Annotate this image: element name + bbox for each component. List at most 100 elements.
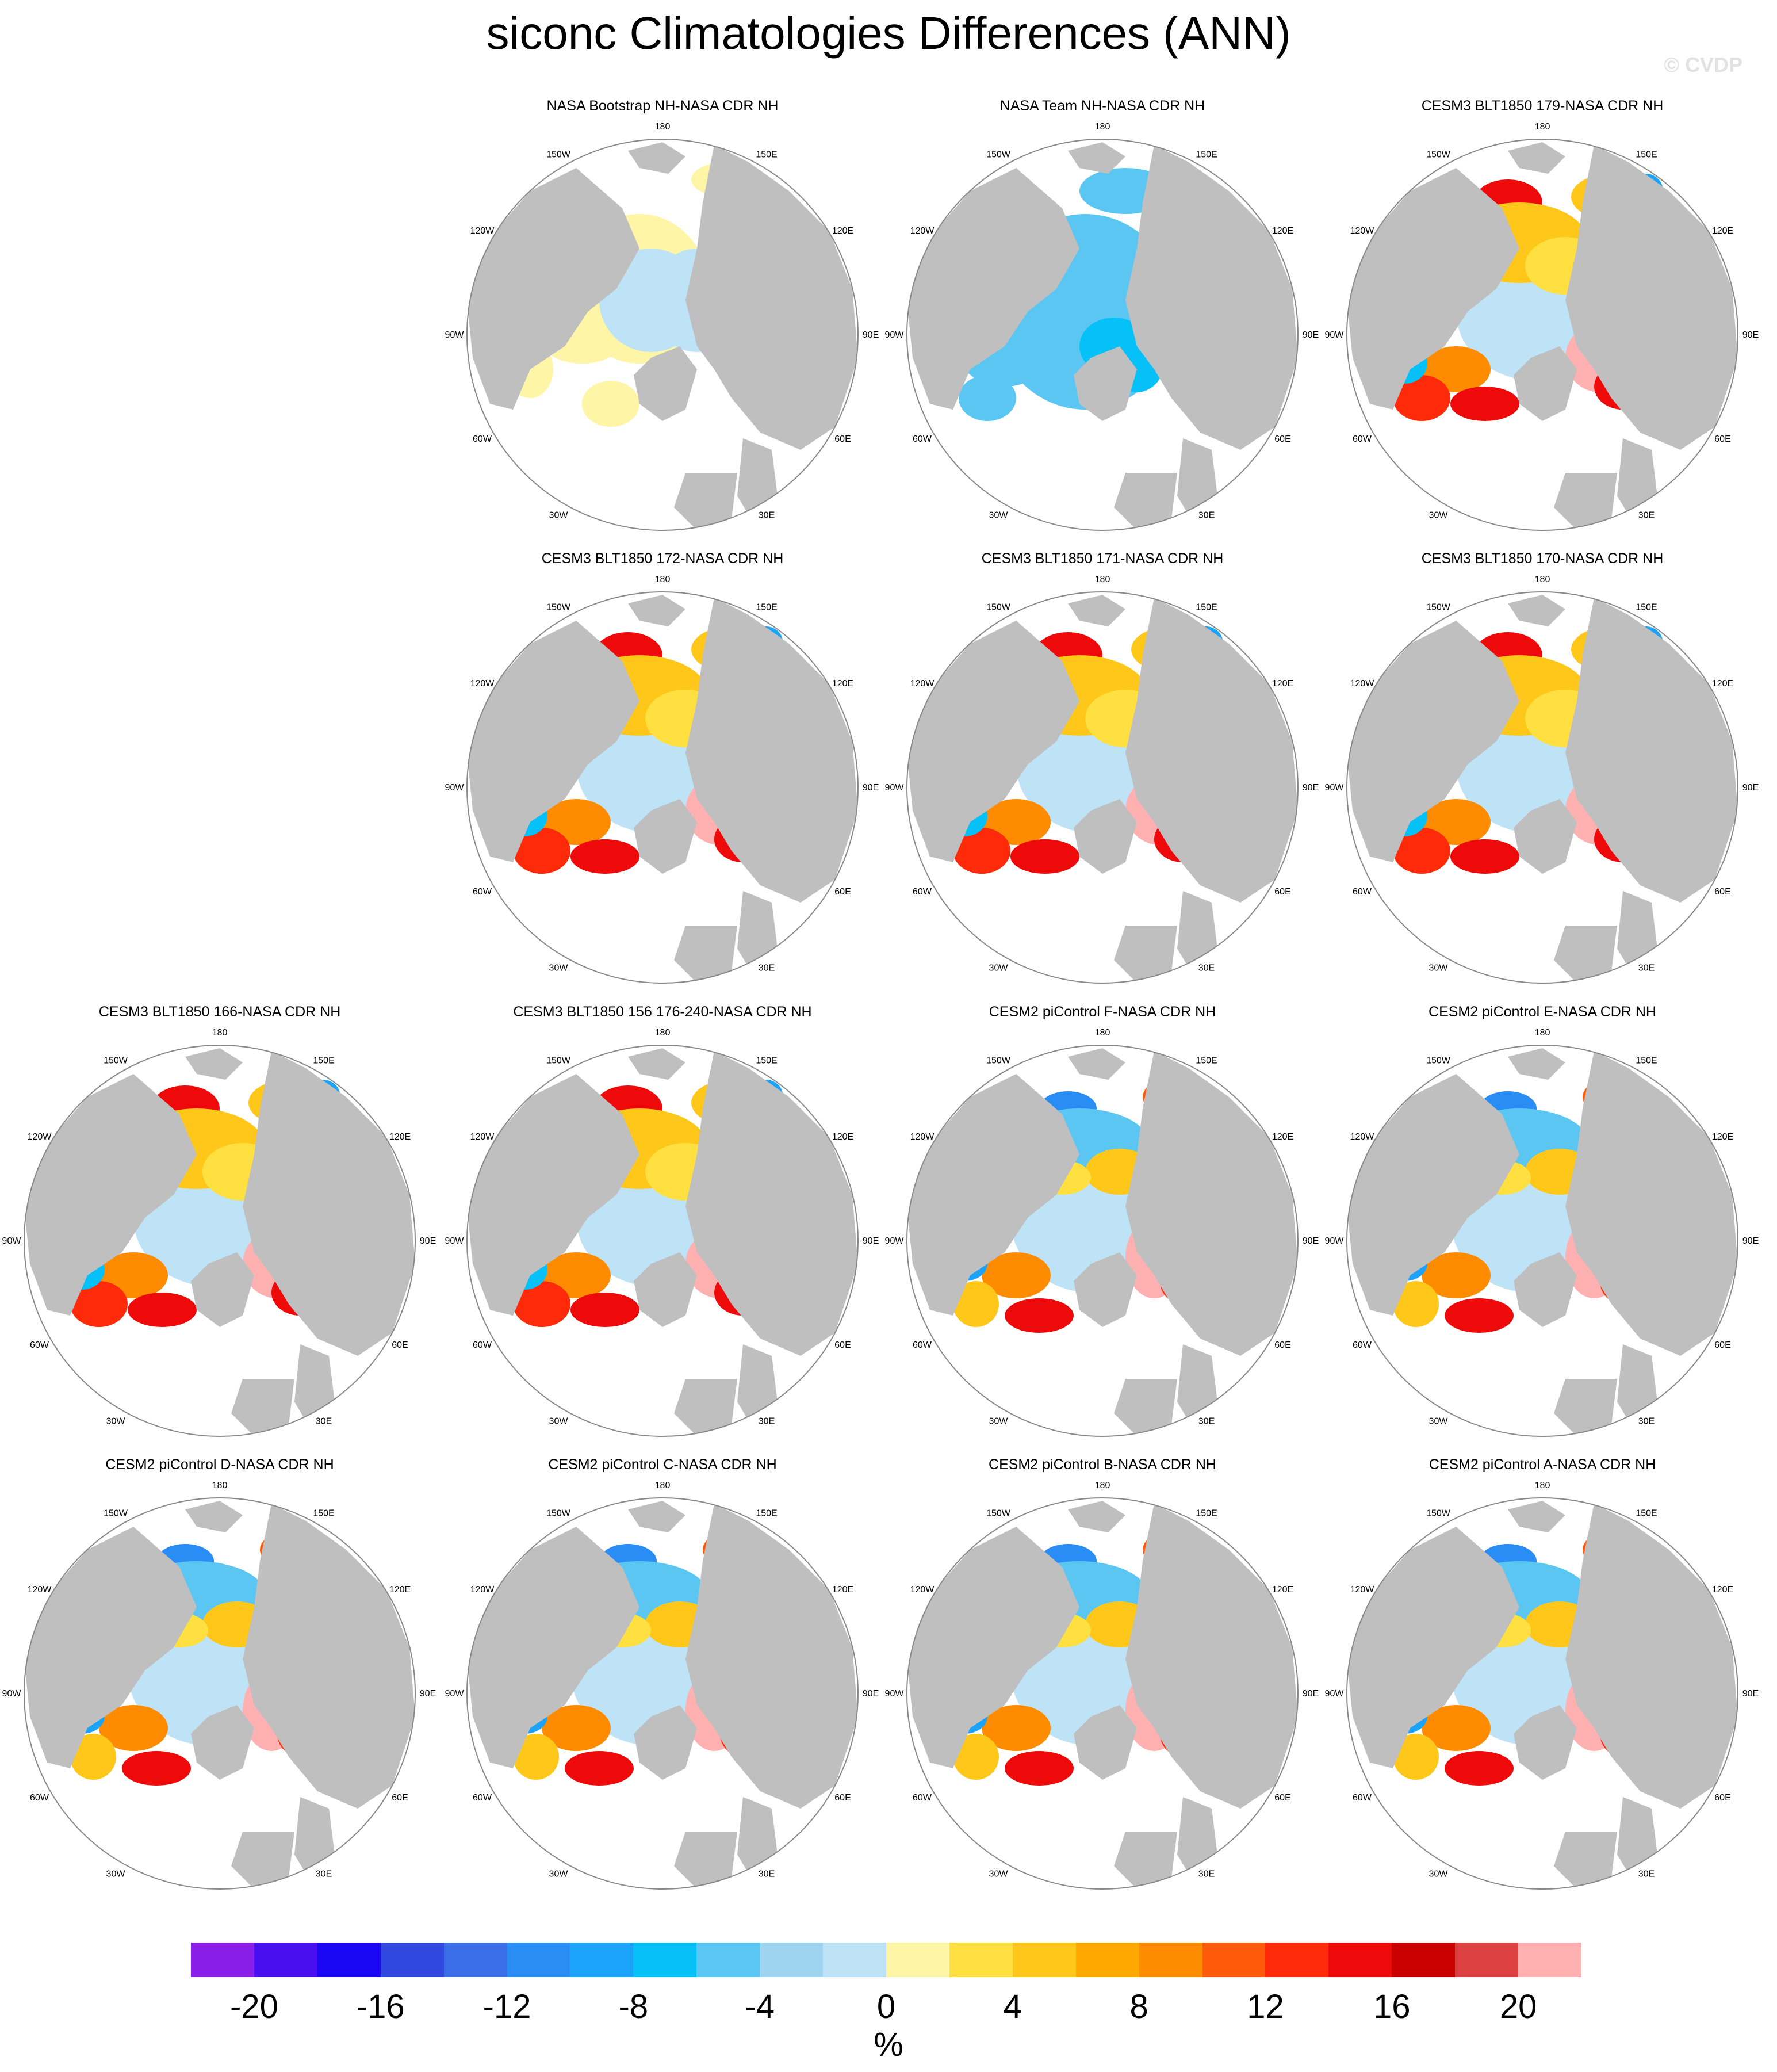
longitude-label: 180 — [1535, 122, 1550, 132]
map-panel: NASA Bootstrap NH-NASA CDR NH 180 150E 120E… — [443, 98, 882, 535]
longitude-label: 150E — [1636, 602, 1657, 612]
land-mask — [685, 598, 858, 903]
panel-title: CESM2 piControl E-NASA CDR NH — [1429, 1004, 1656, 1020]
longitude-label: 30E — [759, 1417, 775, 1427]
longitude-label: 180 — [655, 575, 671, 584]
ice-anomaly-patch — [513, 1281, 570, 1327]
ice-anomaly-patch — [128, 1293, 197, 1327]
longitude-label: 60W — [1353, 1793, 1372, 1803]
land-mask — [907, 621, 1079, 862]
longitude-label: 90W — [1325, 1236, 1345, 1246]
ice-anomaly-patch — [599, 249, 703, 352]
ice-anomaly-patch — [70, 1734, 116, 1780]
land-mask — [1125, 1504, 1298, 1809]
land-mask — [191, 1705, 254, 1780]
longitude-label: 90E — [1742, 330, 1759, 340]
longitude-label: 120E — [1712, 1585, 1733, 1595]
land-mask — [191, 1252, 254, 1327]
ice-anomaly-patch — [959, 375, 1016, 421]
land-mask — [467, 1527, 639, 1768]
map-boundary — [906, 1045, 1299, 1437]
longitude-label: 180 — [1095, 1481, 1110, 1490]
longitude-label: 30E — [1198, 1417, 1215, 1427]
polar-map: 180150E120E90E60E30E030W60W90W120W150W — [1325, 1481, 1759, 1890]
map-panel: CESM3 BLT1850 166-NASA CDR NH 180 150E 120E… — [0, 1004, 439, 1441]
land-mask — [674, 473, 737, 530]
colorbar-swatch — [823, 1943, 886, 1977]
colorbar-swatch — [696, 1943, 760, 1977]
land-mask — [634, 346, 697, 421]
colorbar-swatch — [443, 1943, 507, 1977]
longitude-label: 150E — [756, 1508, 777, 1518]
longitude-label: 150E — [1636, 1056, 1657, 1065]
panel-title: CESM3 BLT1850 172-NASA CDR NH — [541, 551, 784, 567]
longitude-label: 60W — [473, 434, 492, 444]
longitude-label: 120W — [910, 679, 935, 689]
longitude-label: 180 — [212, 1028, 228, 1038]
map-boundary — [1346, 591, 1738, 984]
longitude-label: 180 — [655, 1481, 671, 1490]
land-mask — [24, 1527, 197, 1768]
ice-anomaly-patch — [122, 1751, 191, 1786]
longitude-label: 30E — [1638, 511, 1655, 521]
longitude-label: 150E — [313, 1056, 334, 1065]
colorbar-swatch — [633, 1943, 697, 1977]
land-mask — [1554, 926, 1617, 983]
panel-title: CESM3 BLT1850 171-NASA CDR NH — [981, 551, 1224, 567]
longitude-label: 180 — [655, 122, 671, 132]
panel-title: CESM3 BLT1850 166-NASA CDR NH — [98, 1004, 341, 1020]
land-mask — [1508, 142, 1565, 174]
land-mask — [1074, 1705, 1137, 1780]
longitude-label: 90W — [885, 783, 905, 793]
land-mask — [1114, 1379, 1177, 1436]
map-panel: CESM2 piControl D-NASA CDR NH 180 150E 120E… — [0, 1456, 439, 1894]
longitude-label: 30W — [549, 511, 569, 521]
ice-anomaly-patch — [982, 1252, 1051, 1298]
longitude-label: 60W — [1353, 887, 1372, 897]
colorbar-tick-label: 20 — [1499, 1988, 1537, 2025]
colorbar-swatch — [1328, 1943, 1392, 1977]
colorbar-tick-label: -4 — [745, 1988, 775, 2025]
longitude-label: 90E — [1742, 1236, 1759, 1246]
land-mask — [1514, 799, 1577, 874]
longitude-label: 120W — [470, 1132, 495, 1142]
colorbar-tick-label: 16 — [1373, 1988, 1411, 2025]
longitude-label: 30W — [1429, 511, 1449, 521]
longitude-label: 180 — [655, 1028, 671, 1038]
longitude-label: 120E — [832, 679, 853, 689]
colorbar-swatch — [1518, 1943, 1581, 1977]
longitude-label: 120W — [28, 1132, 52, 1142]
longitude-label: 150E — [756, 602, 777, 612]
map-boundary — [466, 591, 859, 984]
colorbar-swatch — [1392, 1943, 1456, 1977]
longitude-label: 60E — [1714, 1340, 1730, 1350]
longitude-label: 180 — [1535, 575, 1550, 584]
colorbar-tick-label: -20 — [229, 1988, 278, 2025]
polar-map: 180150E120E90E60E30E030W60W90W120W150W — [445, 1028, 879, 1437]
map-panel: CESM3 BLT1850 171-NASA CDR NH 180 150E 120E… — [883, 551, 1322, 988]
longitude-label: 150W — [986, 150, 1011, 159]
map-panel: CESM2 piControl A-NASA CDR NH 180 150E 120E… — [1323, 1456, 1762, 1894]
longitude-label: 60W — [913, 434, 932, 444]
ice-anomaly-patch — [953, 1734, 999, 1780]
longitude-label: 90E — [1303, 1689, 1319, 1699]
polar-map: 180150E120E90E60E30E030W60W90W120W150W — [2, 1028, 436, 1437]
longitude-label: 120W — [470, 1585, 495, 1595]
polar-map: 180150E120E90E60E30E030W60W90W120W150W — [2, 1481, 436, 1890]
map-boundary — [24, 1045, 416, 1437]
longitude-label: 60W — [30, 1793, 49, 1803]
longitude-label: 60E — [1714, 434, 1730, 444]
longitude-label: 120E — [1712, 226, 1733, 236]
land-mask — [1554, 1379, 1617, 1436]
longitude-label: 90W — [2, 1689, 22, 1699]
polar-map: 180150E120E90E60E30E030W60W90W120W150W — [1325, 1028, 1759, 1437]
map-boundary — [1346, 1497, 1738, 1890]
map-panel: CESM2 piControl E-NASA CDR NH 180 150E 120E… — [1323, 1004, 1762, 1441]
land-mask — [634, 1252, 697, 1327]
colorbar-swatch — [1075, 1943, 1139, 1977]
longitude-label: 120W — [910, 1585, 935, 1595]
ice-anomaly-patch — [1445, 1298, 1514, 1333]
longitude-label: 60E — [1274, 887, 1290, 897]
colorbar-labels: -20 -16 -12 -8 -4 0 4 8 12 16 20 — [0, 1990, 1777, 2031]
panel-title: CESM3 BLT1850 179-NASA CDR NH — [1421, 98, 1664, 114]
